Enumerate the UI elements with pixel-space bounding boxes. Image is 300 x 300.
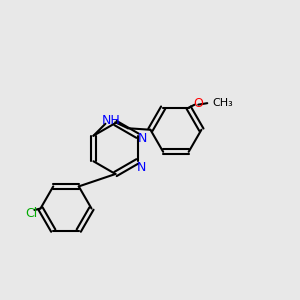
Text: N: N xyxy=(137,132,147,145)
Text: Cl: Cl xyxy=(26,207,38,220)
Text: NH: NH xyxy=(101,114,120,127)
Text: N: N xyxy=(136,161,146,174)
Text: CH₃: CH₃ xyxy=(213,98,233,108)
Text: O: O xyxy=(193,97,203,110)
